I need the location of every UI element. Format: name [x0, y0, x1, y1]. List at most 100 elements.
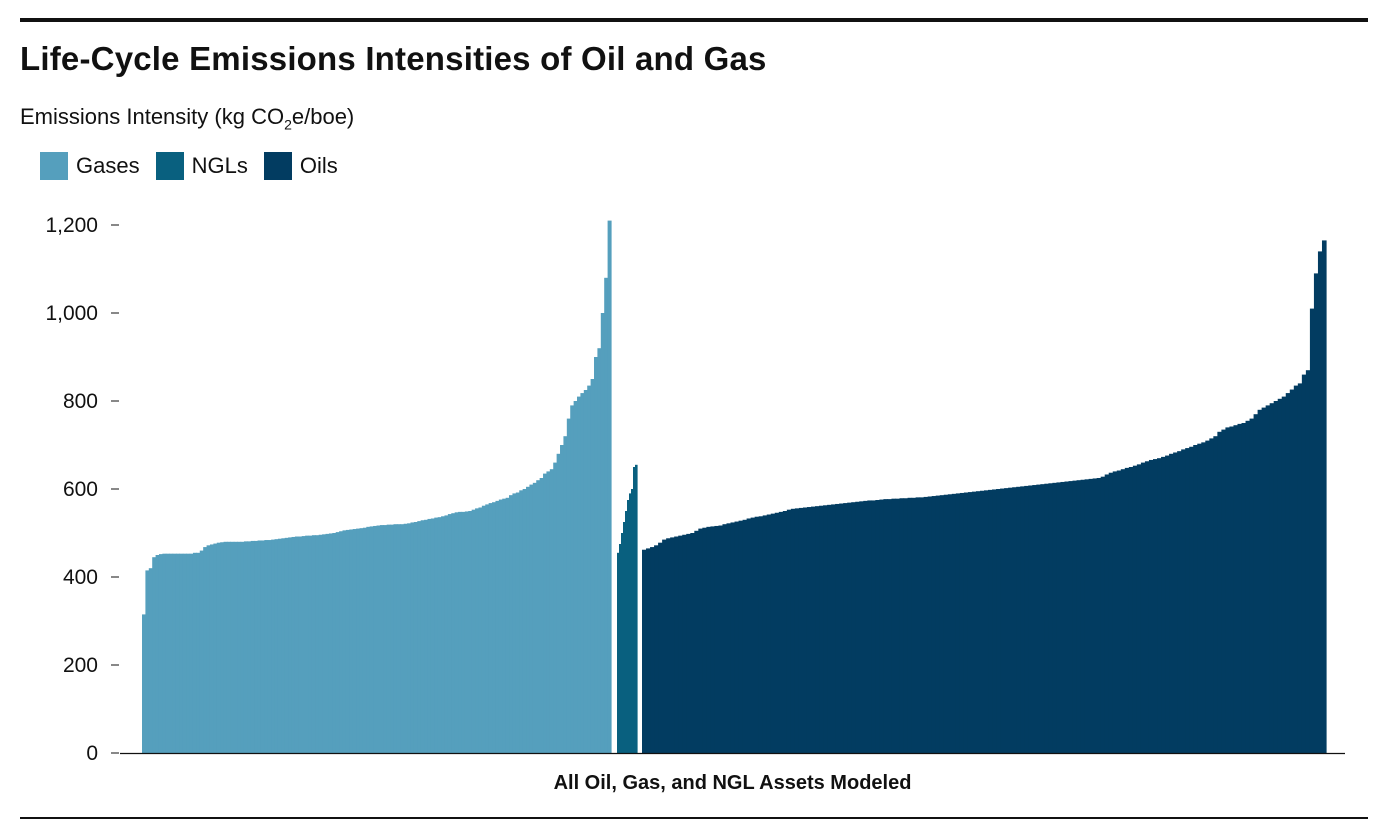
bar-oils — [1144, 461, 1150, 753]
bar-ngls — [617, 552, 620, 753]
bar-oils — [1237, 423, 1243, 753]
bar-oils — [988, 489, 993, 753]
bar-oils — [766, 514, 772, 753]
bar-oils — [1076, 480, 1082, 753]
bar-gases — [175, 553, 180, 753]
bar-gases — [461, 511, 466, 753]
bar-oils — [1080, 479, 1086, 753]
bar-gases — [373, 525, 378, 753]
bar-gases — [216, 542, 221, 753]
bar-oils — [1193, 445, 1198, 753]
bar-gases — [162, 553, 167, 753]
bar-oils — [782, 511, 788, 753]
bar-oils — [1289, 389, 1295, 753]
bar-gases — [339, 531, 344, 753]
bar-oils — [1221, 429, 1227, 753]
bar-oils — [1112, 471, 1118, 753]
y-tick-label: 800 — [63, 390, 98, 413]
bar-ngls — [635, 464, 638, 753]
bar-oils — [1084, 479, 1090, 753]
bar-gases — [563, 436, 568, 753]
bar-oils — [907, 497, 913, 753]
bar-gases — [573, 401, 578, 753]
bar-gases — [301, 536, 306, 753]
bar-oils — [702, 527, 707, 753]
bar-gases — [543, 473, 548, 753]
bar-oils — [790, 508, 796, 753]
bar-oils — [1052, 482, 1058, 753]
legend-item-gases: Gases — [40, 152, 140, 180]
bar-gases — [291, 536, 296, 753]
bar-oils — [650, 547, 655, 753]
bar-gases — [226, 541, 231, 753]
bar-ngls — [627, 500, 630, 753]
bar-oils — [879, 499, 885, 753]
bar-oils — [698, 528, 703, 753]
bar-gases — [288, 537, 293, 753]
bar-gases — [536, 480, 541, 753]
bar-gases — [267, 540, 272, 753]
bar-oils — [1048, 483, 1053, 753]
bar-gases — [284, 537, 289, 753]
bar-gases — [509, 495, 514, 753]
bar-oils — [726, 523, 732, 753]
bar-oils — [1000, 488, 1005, 753]
bar-ngls — [623, 522, 626, 753]
chart-title: Life-Cycle Emissions Intensities of Oil … — [20, 40, 767, 77]
bar-oils — [1108, 472, 1114, 753]
legend-item-oils: Oils — [263, 152, 338, 180]
bar-ngls — [619, 544, 622, 753]
bar-gases — [485, 504, 490, 753]
bar-oils — [1120, 469, 1126, 753]
bar-gases — [311, 535, 316, 753]
bar-gases — [243, 541, 248, 753]
bar-gases — [172, 553, 177, 753]
bar-oils — [1032, 485, 1037, 753]
bar-oils — [718, 525, 724, 753]
bar-oils — [1056, 482, 1062, 753]
bar-oils — [1301, 374, 1307, 753]
bar-oils — [1313, 273, 1319, 753]
bar-oils — [1321, 240, 1327, 753]
bar-oils — [867, 500, 872, 753]
bar-oils — [694, 530, 699, 753]
bar-gases — [427, 518, 432, 753]
bar-oils — [843, 503, 848, 753]
bar-oils — [1161, 456, 1166, 753]
bar-gases — [522, 489, 527, 753]
bar-oils — [1068, 481, 1074, 753]
bar-gases — [502, 498, 507, 753]
bar-gases — [553, 462, 558, 753]
bar-oils — [1012, 487, 1017, 753]
bar-gases — [152, 557, 157, 753]
bar-oils — [686, 533, 691, 753]
bar-ngls — [625, 511, 628, 753]
bar-gases — [498, 499, 503, 753]
bar-gases — [274, 539, 279, 753]
bar-gases — [179, 553, 184, 753]
bar-gases — [451, 513, 456, 753]
bar-oils — [722, 524, 728, 753]
bar-gases — [492, 502, 497, 753]
bar-oils — [654, 545, 659, 753]
bar-oils — [1148, 459, 1154, 753]
bar-oils — [883, 499, 889, 753]
legend-label-gases: Gases — [76, 153, 140, 178]
bar-gases — [505, 497, 510, 753]
bar-gases — [189, 553, 194, 753]
bar-oils — [835, 503, 840, 753]
bar-ngls — [631, 489, 634, 753]
bar-oils — [798, 507, 804, 753]
bar-gases — [566, 418, 571, 753]
legend-label-ngls: NGLs — [191, 153, 248, 178]
bar-oils — [979, 490, 985, 753]
bar-oils — [967, 492, 973, 753]
series-oils — [642, 240, 1327, 753]
bar-gases — [400, 524, 405, 753]
bar-oils — [851, 502, 856, 753]
bar-oils — [742, 519, 748, 753]
bar-gases — [165, 553, 170, 753]
bar-gases — [430, 518, 435, 753]
bar-oils — [1044, 483, 1049, 753]
bar-gases — [230, 541, 235, 753]
